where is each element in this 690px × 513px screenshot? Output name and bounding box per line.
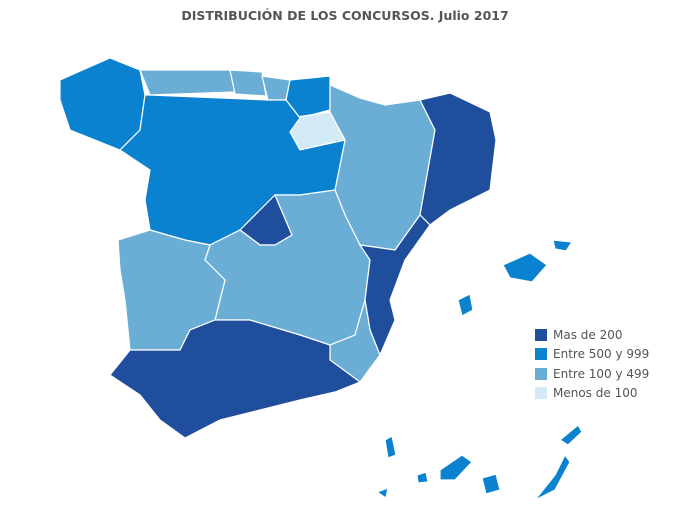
legend-swatch — [535, 367, 547, 380]
legend-item: Entre 100 y 499 — [535, 364, 649, 384]
island-la-palma[interactable] — [384, 435, 397, 459]
region-asturias[interactable] — [139, 69, 236, 96]
map-title: DISTRIBUCIÓN DE LOS CONCURSOS. Julio 201… — [181, 8, 509, 23]
legend: Mas de 200 Entre 500 y 999 Entre 100 y 4… — [535, 325, 649, 403]
region-cantabria[interactable] — [229, 69, 267, 97]
island-menorca[interactable] — [552, 239, 574, 252]
legend-item: Entre 500 y 999 — [535, 345, 649, 365]
region-cataluna[interactable] — [419, 92, 497, 226]
legend-item: Mas de 200 — [535, 325, 649, 345]
legend-label: Menos de 100 — [553, 386, 638, 401]
legend-label: Mas de 200 — [553, 327, 623, 342]
island-la-gomera[interactable] — [416, 471, 429, 484]
legend-item: Menos de 100 — [535, 384, 649, 404]
legend-swatch — [535, 328, 547, 341]
region-galicia[interactable] — [59, 57, 146, 151]
region-andalucia[interactable] — [109, 319, 362, 439]
island-mallorca[interactable] — [502, 252, 548, 283]
legend-label: Entre 100 y 499 — [553, 366, 650, 381]
island-el-hierro[interactable] — [375, 487, 389, 499]
island-tenerife[interactable] — [439, 454, 473, 481]
legend-swatch — [535, 387, 547, 400]
island-gran-canaria[interactable] — [481, 473, 501, 495]
island-fuerteventura[interactable] — [534, 453, 571, 501]
island-lanzarote[interactable] — [558, 424, 583, 446]
island-ibiza[interactable] — [457, 293, 474, 317]
region-valencia[interactable] — [358, 214, 431, 357]
legend-label: Entre 500 y 999 — [553, 347, 650, 362]
legend-swatch — [535, 348, 547, 361]
